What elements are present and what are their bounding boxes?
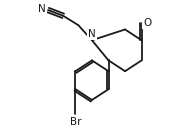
Text: N: N	[88, 29, 96, 39]
Text: Br: Br	[70, 117, 81, 127]
Text: N: N	[38, 4, 46, 14]
Text: O: O	[143, 18, 152, 28]
